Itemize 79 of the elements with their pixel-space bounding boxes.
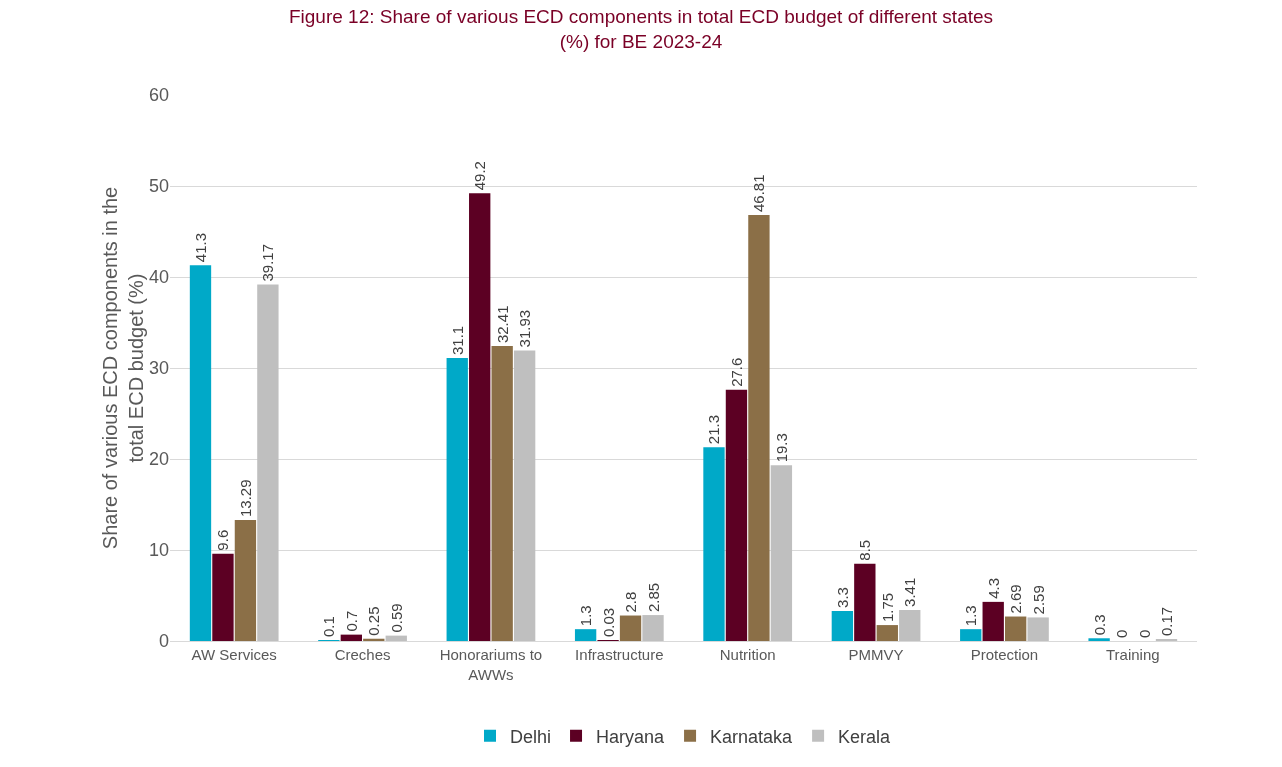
data-label: 0.7 (342, 610, 360, 632)
data-label: 2.85 (644, 582, 662, 613)
bar (340, 634, 362, 641)
data-label: 31.1 (448, 325, 466, 355)
x-tick-label: Creches (334, 646, 391, 663)
x-tick-label: PMMVY (848, 646, 904, 663)
data-label: 2.8 (622, 591, 640, 613)
bar (491, 346, 513, 641)
data-label: 41.3 (191, 232, 209, 263)
bar (446, 357, 468, 641)
y-tick-label: 50 (148, 176, 169, 197)
bar (1027, 617, 1049, 641)
data-label: 0.3 (1090, 614, 1108, 636)
data-label: 0.25 (365, 606, 383, 636)
data-label: 49.2 (471, 161, 489, 191)
bar (469, 193, 491, 641)
bar (513, 350, 536, 641)
bar (257, 284, 279, 641)
bar (831, 610, 854, 641)
data-label: 21.3 (705, 414, 723, 445)
data-label: 13.29 (236, 479, 254, 518)
bar (189, 265, 212, 641)
data-label: 0 (1135, 629, 1153, 638)
bar (212, 553, 234, 641)
legend-label: Kerala (838, 726, 892, 747)
data-label: 39.17 (259, 244, 277, 282)
x-tick-label: Infrastructure (575, 646, 664, 663)
bar (642, 615, 664, 641)
data-label: 1.3 (962, 605, 980, 627)
legend-label: Delhi (510, 726, 552, 747)
x-tick-label: Nutrition (719, 646, 776, 663)
data-label: 31.93 (516, 309, 534, 348)
data-label: 0 (1113, 629, 1131, 638)
bar (385, 635, 407, 641)
x-tick-label: Training (1105, 646, 1160, 663)
bar (982, 601, 1004, 641)
data-label: 0.03 (599, 607, 617, 637)
data-label: 3.3 (833, 587, 851, 608)
bar (876, 625, 898, 641)
data-label: 9.6 (214, 529, 232, 551)
bar (960, 629, 982, 641)
x-tick-label: AW Services (191, 646, 277, 663)
x-tick-label: Protection (970, 646, 1039, 663)
x-tick-label: Honorariums to AWWs (439, 646, 543, 683)
data-label: 2.69 (1007, 584, 1025, 614)
y-tick-label: 20 (148, 449, 169, 470)
bar (1005, 616, 1027, 641)
data-label: 19.3 (772, 433, 790, 463)
data-label: 4.3 (984, 578, 1002, 599)
data-label: 2.59 (1029, 585, 1047, 615)
bar (619, 615, 642, 641)
bar (574, 629, 597, 641)
bar (703, 447, 725, 641)
data-label: 3.41 (901, 577, 919, 607)
legend-label: Haryana (596, 726, 666, 747)
data-label: 46.81 (750, 174, 768, 213)
data-label: 1.3 (577, 605, 595, 627)
bar (234, 520, 257, 641)
bar (725, 389, 748, 641)
y-tick-label: 60 (148, 85, 169, 106)
bar (899, 609, 921, 641)
y-tick-label: 10 (148, 540, 169, 561)
data-label: 27.6 (727, 357, 745, 387)
data-label: 32.41 (493, 305, 511, 344)
y-axis-title: Share of various ECD components in the total ECD budget (%) (98, 186, 147, 550)
y-tick-label: 40 (148, 267, 169, 288)
chart-title: Figure 12: Share of various ECD components in total ECD budget of different states (%) for BE 2023-24 (288, 6, 994, 52)
legend-label: Karnataka (710, 726, 794, 747)
y-tick-label: 30 (148, 358, 169, 379)
data-label: 0.17 (1158, 606, 1176, 636)
bar (1088, 638, 1110, 641)
y-tick-label: 0 (158, 631, 169, 652)
data-label: 1.75 (878, 592, 896, 623)
bar (748, 215, 770, 641)
data-label: 8.5 (856, 539, 874, 561)
data-label: 0.1 (320, 616, 338, 637)
bar (854, 563, 876, 641)
data-label: 0.59 (387, 603, 405, 633)
bar (770, 465, 793, 641)
